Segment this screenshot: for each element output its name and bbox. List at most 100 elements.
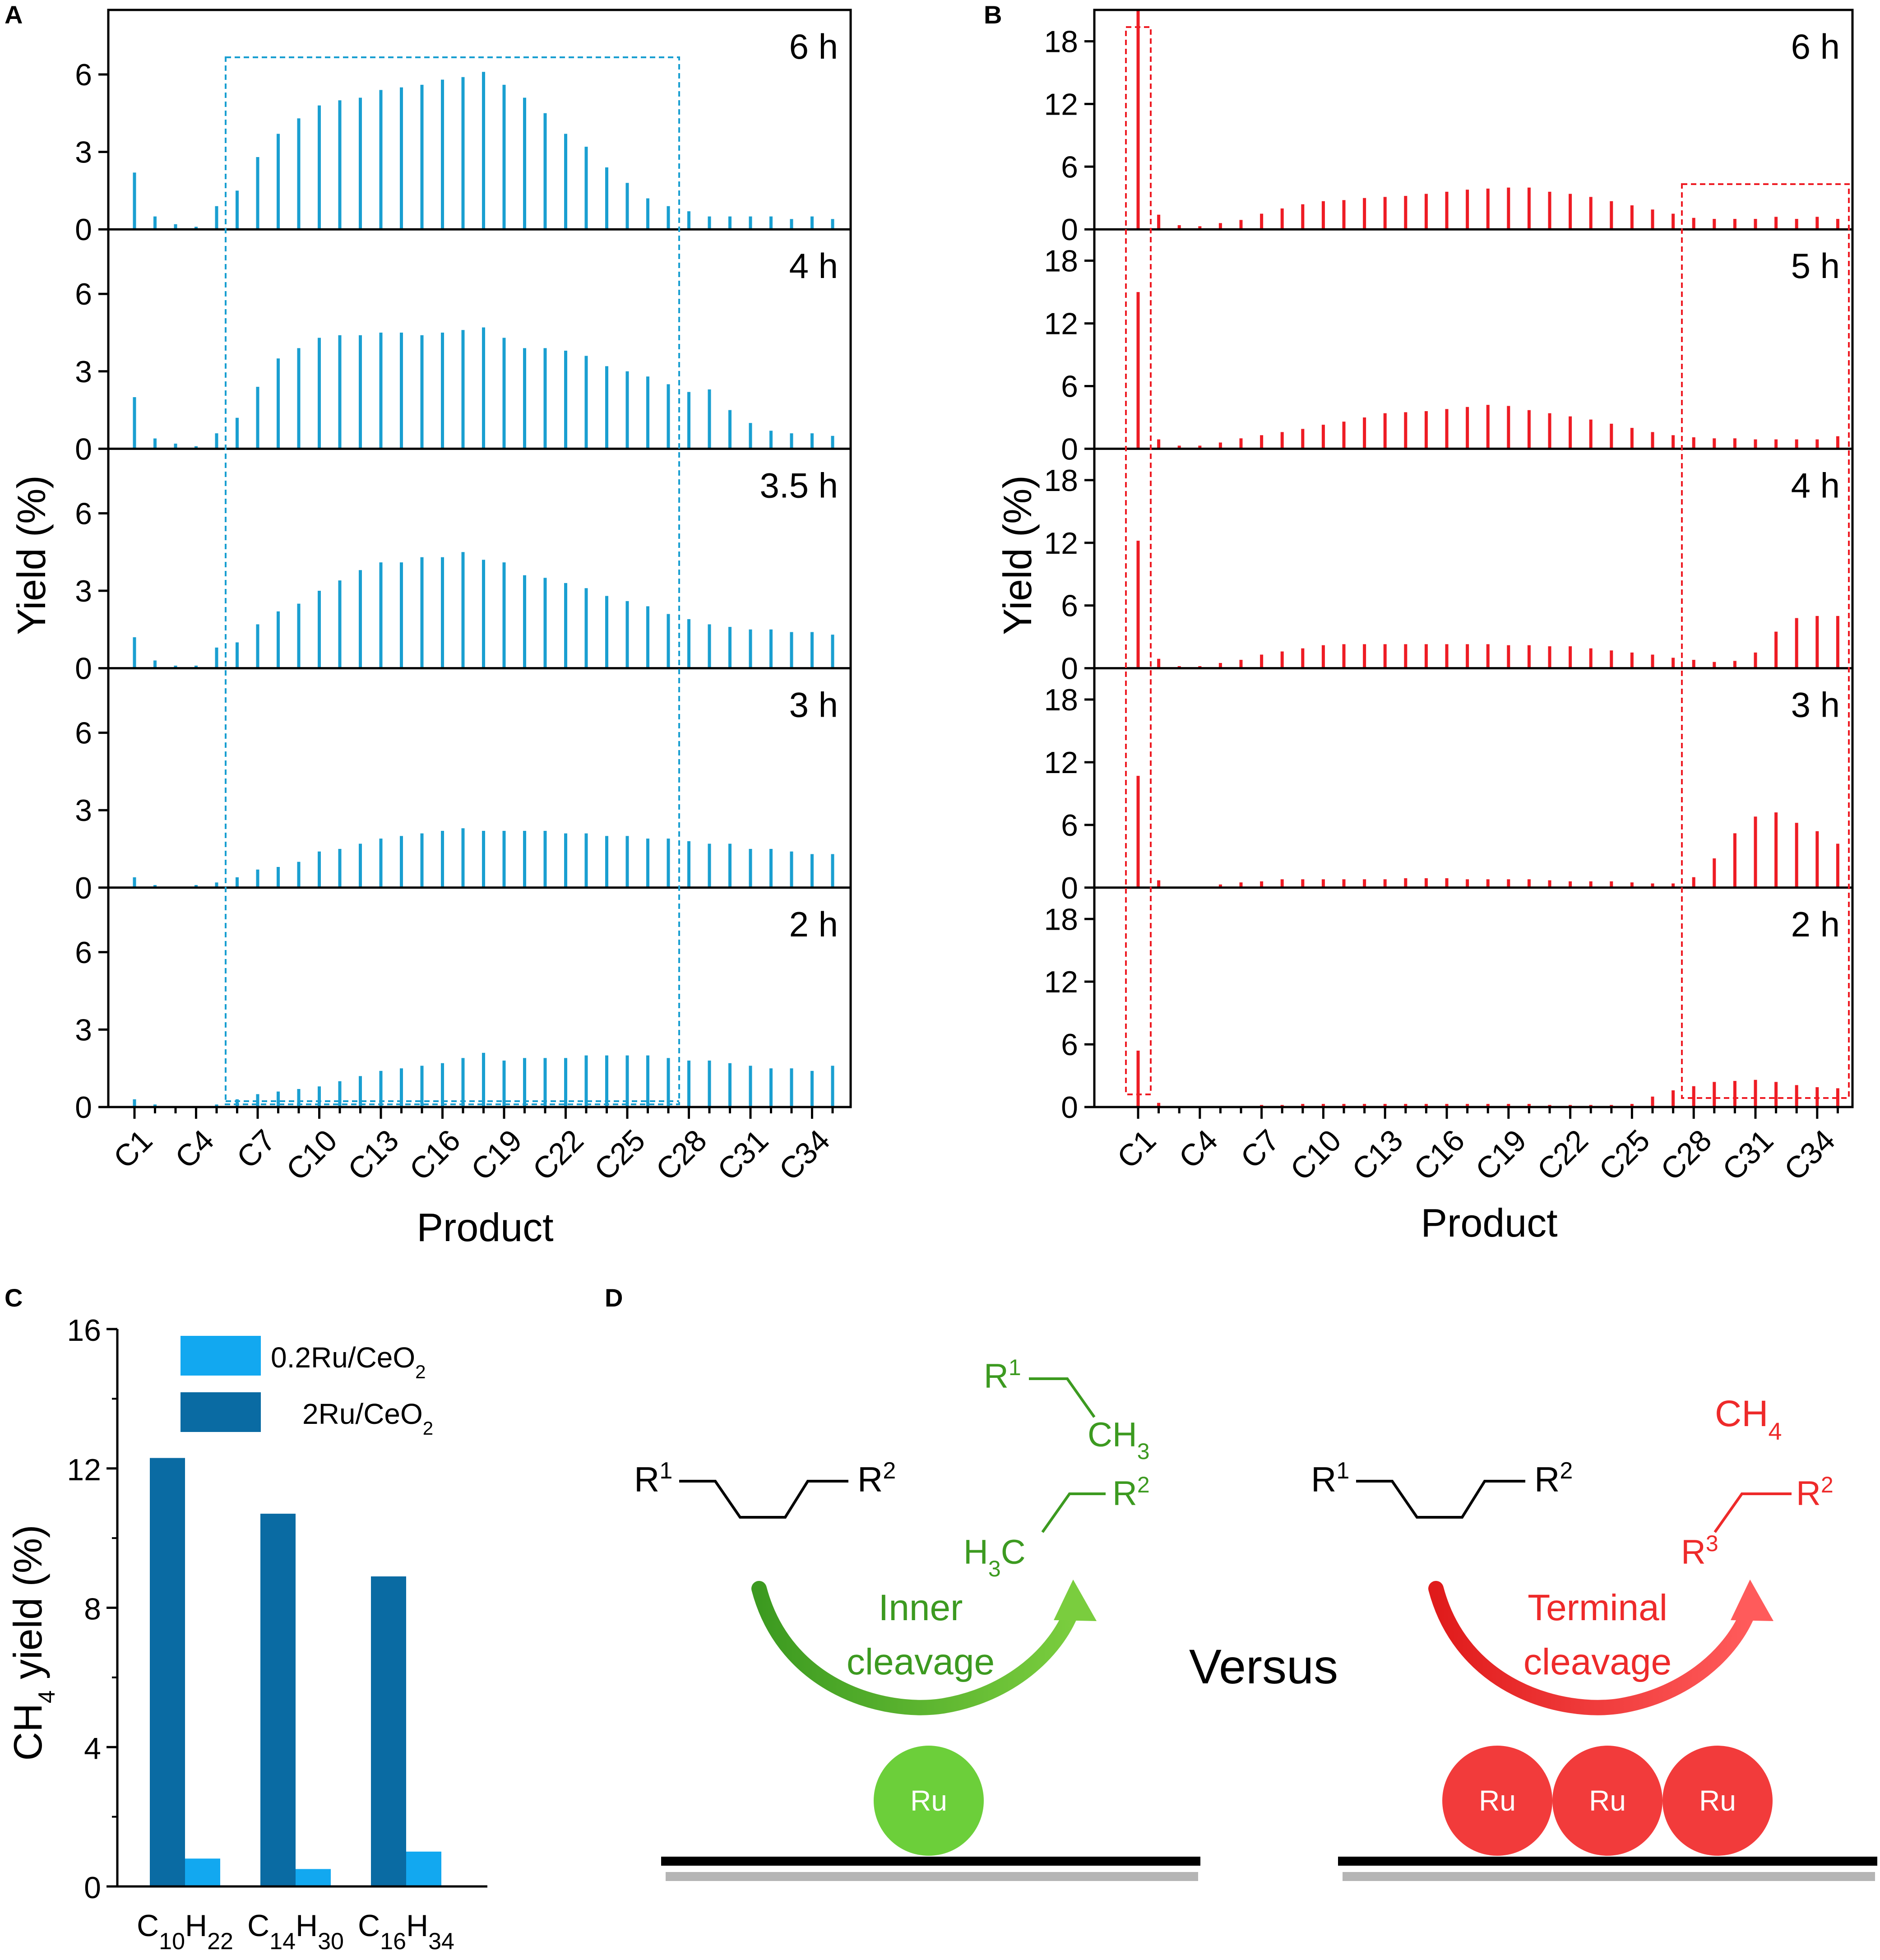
panel-b-x-title: Product: [1421, 1200, 1557, 1245]
panel-a-time-label-2-h: 2 h: [789, 904, 838, 944]
panel-a-x-tick-label-c7: C7: [230, 1123, 282, 1175]
panel-a-y-tick-label-2-h-3: 3: [75, 1013, 92, 1047]
ru-atom-cluster-1: [1442, 1746, 1552, 1856]
panel-a-y-title: Yield (%): [9, 475, 54, 635]
left-product-top: R1 CH3: [984, 1355, 1150, 1464]
panel-d-scheme: R1 R2 R1 CH3 H3C R2 Inner: [634, 1355, 1877, 1881]
panel-a-y-tick-label-3-5-h-3: 3: [75, 574, 92, 608]
legend-swatch-2ru: [181, 1392, 261, 1432]
panel-c-x-tick-label-2: C14H30: [247, 1909, 344, 1955]
panel-letter-a: A: [5, 0, 23, 29]
legend-swatch-0-2ru: [181, 1336, 261, 1376]
ru-atom-single: [874, 1746, 984, 1856]
panel-a-y-tick-label-2-h-0: 0: [75, 1090, 92, 1125]
inner-cleavage-label-1: Inner: [879, 1587, 963, 1628]
left-product-bottom-bond: [1041, 1492, 1106, 1533]
panel-a-y-tick-label-3-h-0: 0: [75, 871, 92, 905]
panel-c-bar-2ru-2: [260, 1514, 296, 1886]
panel-c-bar-2ru-1: [150, 1458, 185, 1886]
ru-atom-cluster-1-label: Ru: [1479, 1784, 1516, 1817]
right-reactant-r2: R2: [1534, 1458, 1573, 1499]
panel-a-bars: [133, 72, 834, 1107]
panel-b-y-tick-label-6-h-18: 18: [1044, 24, 1078, 59]
left-product-bottom-h3c: H3C: [963, 1533, 1026, 1581]
panel-b-y-tick-label-3-h-0: 0: [1061, 871, 1078, 905]
panel-b-x-tick-label-c34: C34: [1778, 1123, 1842, 1187]
panel-b-axes: 0 6 12 18 6 h 0 6 12 18 5 h 0 6 12 18 4 h 0 6 12 18 3 h 0 6 12…: [1044, 9, 1854, 1187]
panel-c-legend: 0.2Ru/CeO2 2Ru/CeO2: [181, 1336, 433, 1439]
panel-b-x-tick-label-c4: C4: [1172, 1123, 1224, 1175]
panel-a-time-label-3-5-h: 3.5 h: [760, 465, 838, 505]
left-product-top-bond: [1029, 1377, 1096, 1418]
right-reactant-chain: [1356, 1480, 1525, 1519]
panel-b-y-tick-label-6-h-0: 0: [1061, 213, 1078, 247]
panel-a-x-tick-label-c22: C22: [526, 1123, 590, 1187]
panel-c-y-tick-label-0: 0: [84, 1871, 101, 1905]
terminal-cleavage-label-1: Terminal: [1528, 1587, 1667, 1628]
panel-b-y-tick-label-2-h-18: 18: [1044, 902, 1078, 936]
left-support-shadow: [666, 1872, 1198, 1881]
right-reactant-r1: R1: [1311, 1458, 1349, 1499]
panel-a-y-tick-label-4-h-3: 3: [75, 355, 92, 389]
panel-a-y-tick-label-3-h-6: 6: [75, 716, 92, 751]
right-product-bottom: R3 R2: [1681, 1472, 1834, 1571]
panel-b-y-tick-label-4-h-6: 6: [1061, 589, 1078, 623]
panel-c-x-tick-label-3: C16H34: [358, 1909, 454, 1955]
left-product-bottom-r2: R2: [1112, 1472, 1150, 1513]
versus-label: Versus: [1189, 1639, 1338, 1694]
panel-a-time-label-4-h: 4 h: [789, 246, 838, 286]
panel-letter-c: C: [5, 1283, 23, 1312]
panel-c-y-title: CH4 yield (%): [5, 1525, 60, 1761]
panel-b-y-tick-label-4-h-0: 0: [1061, 652, 1078, 686]
panel-b-highlight-box-2: [1681, 183, 1850, 1099]
panel-b-x-tick-label-c25: C25: [1593, 1123, 1657, 1187]
panel-c-y-tick-label-12: 12: [67, 1453, 101, 1487]
left-product-top-r1: R1: [984, 1355, 1021, 1395]
terminal-cleavage-arrowhead: [1731, 1580, 1773, 1621]
panel-c-y-tick-label-4: 4: [84, 1731, 101, 1765]
panel-a-x-tick-label-c34: C34: [773, 1123, 837, 1187]
panel-b-y-tick-label-6-h-6: 6: [1061, 150, 1078, 184]
panel-a-y-tick-label-3-h-3: 3: [75, 793, 92, 828]
panel-c-bar-2ru-3: [371, 1576, 406, 1886]
panel-b-y-tick-label-2-h-0: 0: [1061, 1090, 1078, 1125]
left-reactant-chain: [679, 1480, 848, 1519]
panel-b-bars: [1136, 10, 1839, 1107]
panel-b-time-label-4-h: 4 h: [1791, 465, 1840, 505]
ru-atom-single-label: Ru: [910, 1784, 947, 1817]
panel-a-time-label-6-h: 6 h: [789, 27, 838, 66]
panel-b-y-tick-label-5-h-18: 18: [1044, 244, 1078, 278]
panel-a-y-tick-label-2-h-6: 6: [75, 936, 92, 970]
left-reactant-r1: R1: [634, 1458, 672, 1499]
panel-b-x-tick-label-c22: C22: [1531, 1123, 1595, 1187]
panel-c-bars: [150, 1458, 441, 1886]
panel-b-chart: 0 6 12 18 6 h 0 6 12 18 5 h 0 6 12 18 4 h 0 6 12 18 3 h 0 6 12…: [995, 9, 1854, 1245]
panel-letter-d: D: [605, 1283, 623, 1312]
right-product-r3: R3: [1681, 1531, 1718, 1571]
ru-atom-cluster-3-label: Ru: [1699, 1784, 1736, 1817]
panel-c-y-tick-label-16: 16: [67, 1313, 101, 1348]
panel-b-frame: [1093, 9, 1854, 1108]
panel-b-y-tick-label-2-h-6: 6: [1061, 1028, 1078, 1062]
panel-a-x-tick-label-c13: C13: [341, 1123, 405, 1187]
terminal-cleavage-arrow: [1428, 1581, 1756, 1715]
panel-b-time-label-6-h: 6 h: [1791, 27, 1840, 66]
panel-a-x-tick-label-c31: C31: [711, 1123, 775, 1187]
panel-b-y-tick-label-4-h-18: 18: [1044, 463, 1078, 498]
panel-b-y-tick-label-3-h-6: 6: [1061, 808, 1078, 843]
panel-b-y-title: Yield (%): [995, 475, 1040, 635]
panel-a-x-tick-label-c1: C1: [107, 1123, 159, 1175]
panel-b-y-tick-label-5-h-12: 12: [1044, 307, 1078, 341]
panel-c-x-tick-label-1: C10H22: [137, 1909, 233, 1955]
panel-b-y-tick-label-4-h-12: 12: [1044, 526, 1078, 561]
panel-b-x-tick-label-c10: C10: [1284, 1123, 1348, 1187]
right-product-r2: R2: [1796, 1472, 1834, 1513]
panel-a-x-tick-label-c4: C4: [169, 1123, 221, 1175]
legend-label-0-2ru: 0.2Ru/CeO2: [271, 1341, 426, 1382]
panel-letter-b: B: [984, 0, 1002, 29]
panel-b-y-tick-label-6-h-12: 12: [1044, 87, 1078, 121]
legend-label-2ru: 2Ru/CeO2: [302, 1398, 433, 1439]
ru-atom-cluster-2: [1552, 1746, 1662, 1856]
